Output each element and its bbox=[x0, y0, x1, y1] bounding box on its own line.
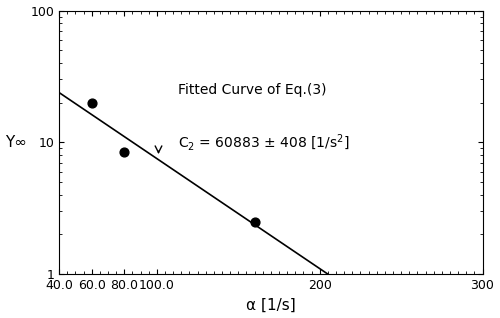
Text: C$_2$ = 60883 ± 408 [1/s$^2$]: C$_2$ = 60883 ± 408 [1/s$^2$] bbox=[178, 133, 350, 153]
Y-axis label: Y∞: Y∞ bbox=[6, 135, 28, 150]
X-axis label: α [1/s]: α [1/s] bbox=[246, 297, 296, 313]
Point bbox=[88, 100, 96, 105]
Point bbox=[250, 219, 258, 224]
Text: Fitted Curve of Eq.(3): Fitted Curve of Eq.(3) bbox=[178, 83, 326, 97]
Point bbox=[120, 149, 128, 154]
